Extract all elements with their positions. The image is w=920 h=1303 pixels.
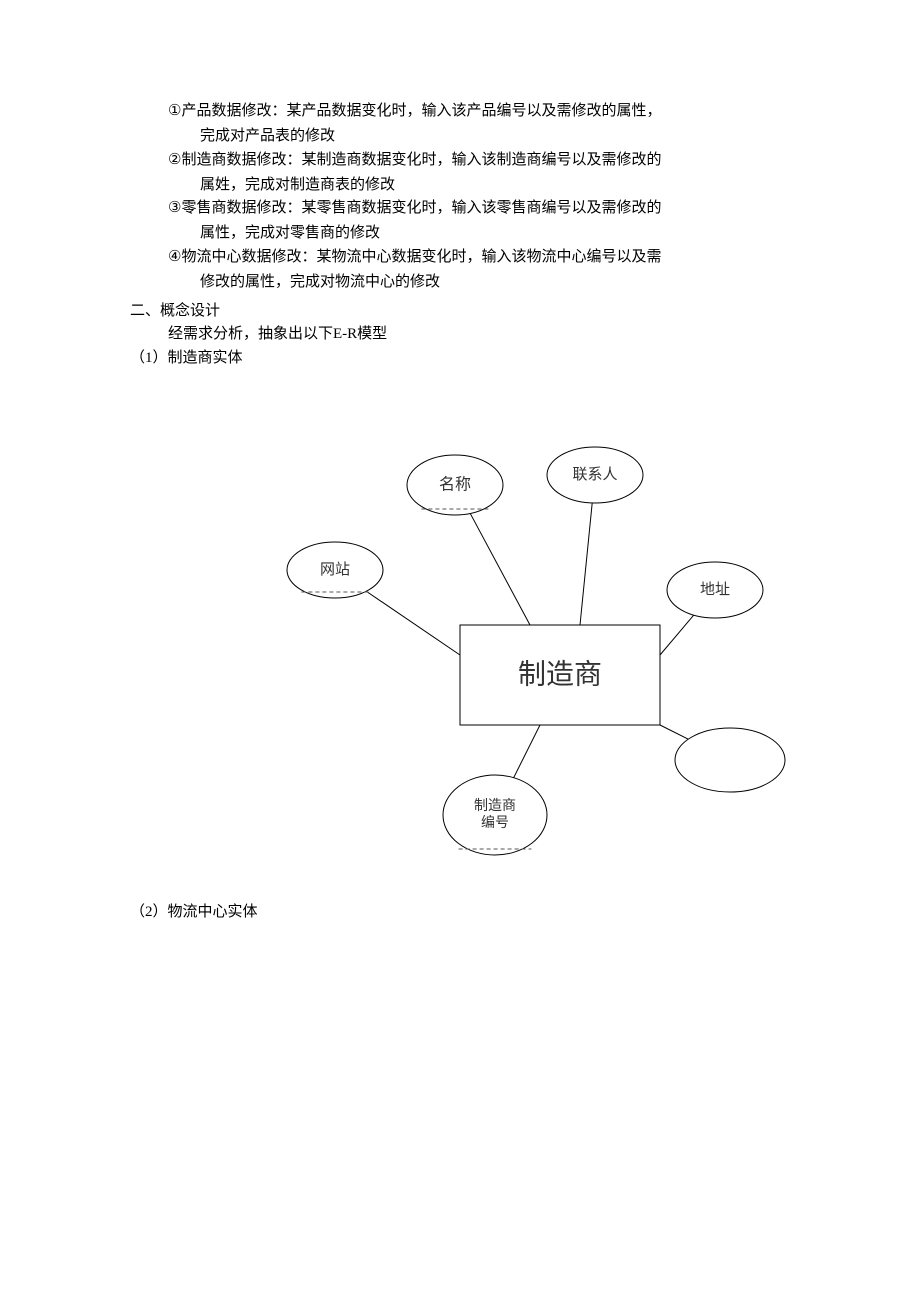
list-marker: ② (168, 149, 181, 172)
er-svg: 制造商名称联系人网站地址制造商编号 (260, 430, 800, 880)
svg-text:名称: 名称 (439, 476, 471, 494)
list-text: 物流中心数据修改：某物流中心数据变化时，输入该物流中心编号以及需 (181, 246, 790, 269)
list-item-4: ④ 物流中心数据修改：某物流中心数据变化时，输入该物流中心编号以及需 (130, 246, 790, 269)
svg-text:网站: 网站 (320, 561, 350, 578)
list-item-3: ③ 零售商数据修改：某零售商数据变化时，输入该零售商编号以及需修改的 (130, 197, 790, 220)
list-text: 制造商数据修改：某制造商数据变化时，输入该制造商编号以及需修改的 (181, 149, 790, 172)
svg-text:地址: 地址 (700, 581, 730, 598)
er-diagram-manufacturer: 制造商名称联系人网站地址制造商编号 (260, 430, 800, 880)
list-text: 零售商数据修改：某零售商数据变化时，输入该零售商编号以及需修改的 (181, 197, 790, 220)
section-line: 经需求分析，抽象出以下E-R模型 (168, 323, 790, 346)
svg-text:编号: 编号 (481, 815, 509, 831)
subsection-2: （2）物流中心实体 (130, 900, 258, 921)
list-continuation: 完成对产品表的修改 (200, 125, 790, 148)
list-marker: ③ (168, 197, 181, 220)
list-continuation: 属姓，完成对制造商表的修改 (200, 174, 790, 197)
list-marker: ④ (168, 246, 181, 269)
svg-text:制造商: 制造商 (474, 798, 516, 814)
subsection-1: （1）制造商实体 (130, 347, 790, 370)
svg-text:联系人: 联系人 (572, 466, 617, 483)
document-text-block: ① 产品数据修改：某产品数据变化时，输入该产品编号以及需修改的属性， 完成对产品… (130, 100, 790, 370)
section-title: 二、概念设计 (130, 300, 790, 323)
list-continuation: 属性，完成对零售商的修改 (200, 222, 790, 245)
list-item-1: ① 产品数据修改：某产品数据变化时，输入该产品编号以及需修改的属性， (130, 100, 790, 123)
list-marker: ① (168, 100, 181, 123)
svg-text:制造商: 制造商 (518, 659, 602, 691)
list-text: 产品数据修改：某产品数据变化时，输入该产品编号以及需修改的属性， (181, 100, 790, 123)
list-continuation: 修改的属性，完成对物流中心的修改 (200, 271, 790, 294)
list-item-2: ② 制造商数据修改：某制造商数据变化时，输入该制造商编号以及需修改的 (130, 149, 790, 172)
